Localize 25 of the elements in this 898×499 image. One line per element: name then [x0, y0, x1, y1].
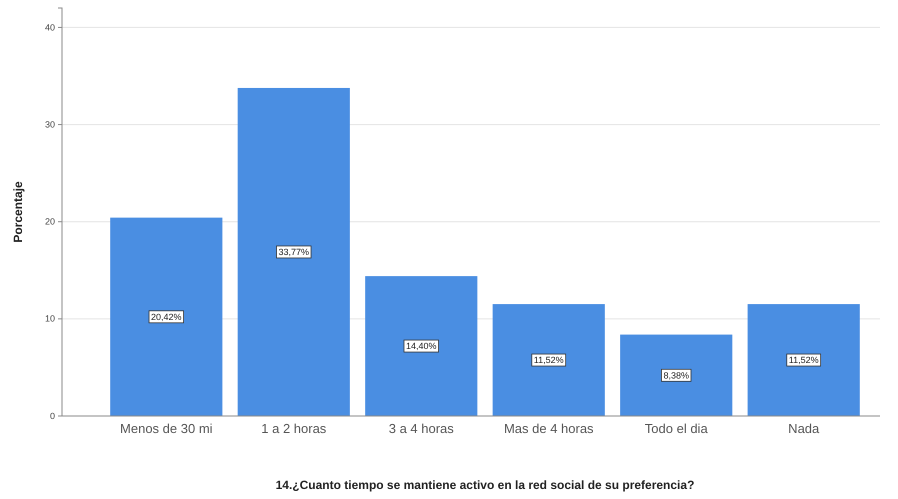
data-label: 20,42% — [151, 312, 182, 322]
x-tick-label: Nada — [788, 421, 820, 436]
y-axis-title: Porcentaje — [11, 180, 25, 243]
y-tick-label: 10 — [44, 314, 55, 324]
data-label: 8,38% — [663, 370, 689, 380]
data-label: 14,40% — [406, 341, 437, 352]
bar — [110, 218, 222, 416]
bar — [748, 304, 860, 416]
y-tick-label: 0 — [50, 410, 55, 421]
x-tick-label: Menos de 30 mi — [120, 421, 213, 436]
data-label: 11,52% — [534, 355, 564, 366]
data-label: 11,52% — [788, 355, 819, 366]
x-tick-label: 1 a 2 horas — [261, 421, 327, 436]
x-tick-label: Todo el dia — [644, 421, 708, 436]
bar — [238, 88, 350, 416]
x-tick-label: 3 a 4 horas — [388, 421, 454, 436]
data-label: 33,77% — [278, 246, 310, 257]
bar — [620, 334, 732, 416]
bar — [365, 276, 478, 416]
x-tick-label: Mas de 4 horas — [504, 421, 594, 436]
bar — [492, 304, 605, 416]
y-tick-label: 30 — [44, 119, 55, 130]
y-tick-label: 40 — [44, 22, 55, 32]
x-axis-title: 14.¿Cuanto tiempo se mantiene activo en la red social de su preferencia? — [276, 478, 694, 492]
y-tick-label: 20 — [44, 216, 55, 227]
